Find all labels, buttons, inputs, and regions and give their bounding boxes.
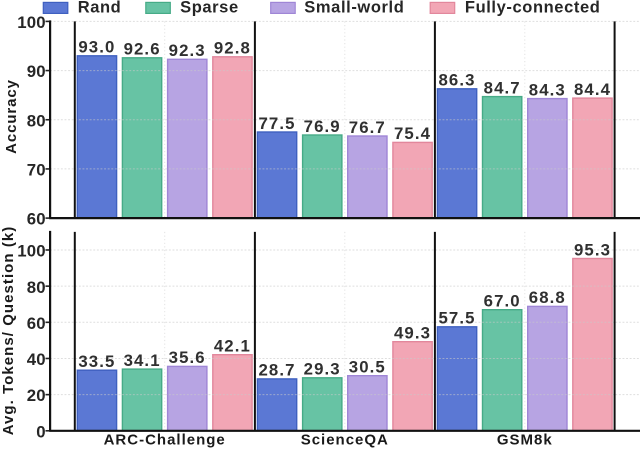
svg-text:76.7: 76.7 [349,118,386,137]
svg-text:42.1: 42.1 [214,337,251,356]
svg-text:92.3: 92.3 [169,41,206,60]
svg-text:Avg. Tokens/ Question (k): Avg. Tokens/ Question (k) [0,226,17,436]
svg-text:40: 40 [27,350,46,369]
svg-text:84.3: 84.3 [529,80,566,99]
svg-text:Fully-connected: Fully-connected [465,0,601,17]
svg-text:0: 0 [36,422,46,441]
svg-text:Accuracy: Accuracy [3,79,20,154]
svg-text:20: 20 [27,386,46,405]
svg-text:28.7: 28.7 [258,361,295,380]
svg-text:34.1: 34.1 [124,351,161,370]
svg-text:100: 100 [17,242,46,261]
svg-text:76.9: 76.9 [304,117,341,136]
svg-text:93.0: 93.0 [78,38,115,57]
svg-text:35.6: 35.6 [169,348,206,367]
svg-text:Small-world: Small-world [304,0,404,17]
svg-text:Rand: Rand [78,0,122,17]
svg-text:95.3: 95.3 [574,240,611,259]
svg-text:49.3: 49.3 [394,324,431,343]
svg-text:86.3: 86.3 [438,71,475,90]
svg-text:57.5: 57.5 [438,309,475,328]
svg-text:GSM8k: GSM8k [497,431,553,448]
svg-text:77.5: 77.5 [258,114,295,133]
svg-text:84.4: 84.4 [574,80,611,99]
svg-text:92.6: 92.6 [124,40,161,59]
svg-text:92.8: 92.8 [214,39,251,58]
svg-text:84.7: 84.7 [484,78,521,97]
svg-text:80: 80 [27,111,46,130]
svg-text:75.4: 75.4 [394,124,431,143]
svg-text:70: 70 [27,161,46,180]
svg-text:90: 90 [27,62,46,81]
svg-text:67.0: 67.0 [484,292,521,311]
svg-text:33.5: 33.5 [78,352,115,371]
svg-text:ScienceQA: ScienceQA [301,431,389,448]
svg-text:80: 80 [27,278,46,297]
svg-text:Sparse: Sparse [180,0,239,17]
svg-text:ARC-Challenge: ARC-Challenge [104,431,226,448]
svg-text:60: 60 [27,210,46,229]
svg-text:68.8: 68.8 [529,288,566,307]
svg-text:60: 60 [27,314,46,333]
svg-text:30.5: 30.5 [349,358,386,377]
svg-text:100: 100 [17,13,46,32]
svg-text:29.3: 29.3 [304,360,341,379]
